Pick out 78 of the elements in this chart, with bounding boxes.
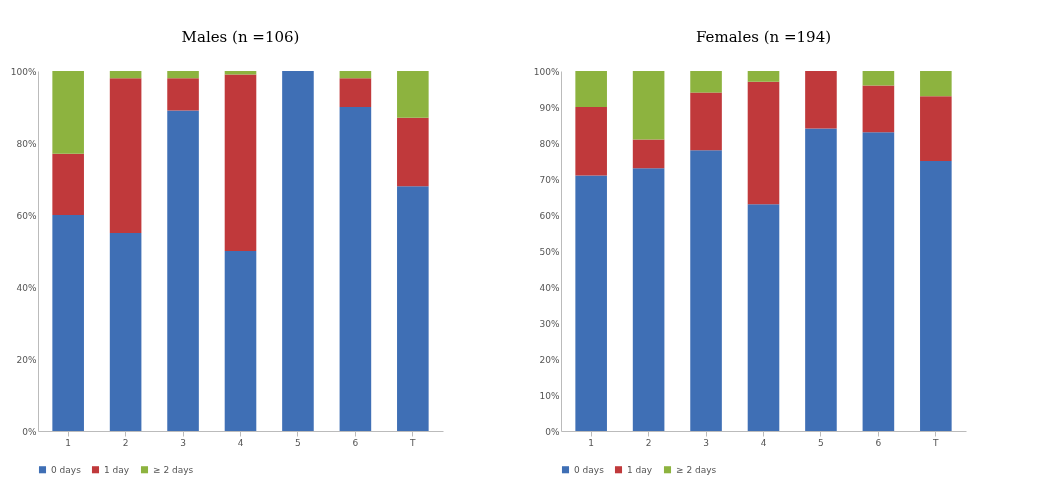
x-tick-label: 6 [352, 437, 359, 448]
x-tick-label: T [409, 437, 417, 448]
bar [747, 204, 780, 431]
bar [109, 78, 142, 233]
y-tick-label: 80% [539, 138, 560, 149]
x-tick-label: 4 [760, 437, 767, 448]
legend-label: ≥ 2 days [676, 464, 717, 475]
bar [224, 74, 257, 251]
bar [805, 71, 837, 129]
bar [109, 233, 142, 431]
bar [862, 71, 895, 86]
bar [339, 78, 372, 107]
bar [397, 186, 429, 431]
x-tick-label: 3 [180, 437, 186, 448]
x-tick-label: 4 [237, 437, 244, 448]
bar [632, 168, 665, 431]
bar [224, 71, 257, 75]
x-tick-label: 2 [645, 437, 652, 448]
bar [690, 150, 722, 431]
bar [920, 71, 952, 97]
bar [690, 71, 722, 93]
legend-label: 1 day [104, 464, 130, 475]
x-tick-label: 2 [122, 437, 129, 448]
bar [167, 71, 199, 79]
bar [632, 71, 665, 140]
legend-label: ≥ 2 days [153, 464, 194, 475]
bar [862, 132, 895, 431]
bar [339, 71, 372, 79]
bar [920, 161, 952, 431]
y-tick-label: 60% [539, 210, 560, 221]
legend-label: 0 days [574, 464, 605, 475]
y-tick-label: 100% [10, 66, 37, 77]
bar [167, 78, 199, 111]
legend-label: 1 day [627, 464, 653, 475]
bar [339, 107, 372, 431]
bar [397, 117, 429, 187]
y-tick-label: 10% [539, 390, 560, 401]
y-tick-label: 0% [22, 426, 37, 437]
y-tick-label: 100% [533, 66, 560, 77]
bar [52, 71, 84, 154]
bar [920, 96, 952, 161]
y-tick-label: 40% [16, 282, 37, 293]
bar [805, 128, 837, 431]
bar [747, 81, 780, 205]
chart-title: Males (n =106) [181, 28, 300, 46]
bar [52, 153, 84, 215]
y-tick-label: 20% [16, 354, 37, 365]
bar [575, 175, 607, 431]
bar [575, 71, 607, 107]
bar [862, 85, 895, 133]
x-tick-label: T [932, 437, 940, 448]
x-tick-label: 6 [875, 437, 882, 448]
bar [282, 71, 314, 431]
bar [224, 251, 257, 431]
y-tick-label: 0% [545, 426, 560, 437]
bar [109, 71, 142, 79]
bar [52, 215, 84, 431]
y-tick-label: 30% [539, 318, 560, 329]
bar [690, 92, 722, 151]
x-tick-label: 1 [65, 437, 72, 448]
y-tick-label: 60% [16, 210, 37, 221]
y-tick-label: 70% [539, 174, 560, 185]
x-tick-label: 3 [703, 437, 709, 448]
chart-title: Females (n =194) [695, 28, 832, 46]
bar [397, 71, 429, 118]
x-tick-label: 5 [818, 437, 824, 448]
legend-label: 0 days [51, 464, 82, 475]
y-tick-label: 50% [539, 246, 560, 257]
y-tick-label: 40% [539, 282, 560, 293]
bar [747, 71, 780, 82]
x-tick-label: 5 [295, 437, 301, 448]
y-tick-label: 20% [539, 354, 560, 365]
x-tick-label: 1 [588, 437, 595, 448]
y-tick-label: 80% [16, 138, 37, 149]
bar [575, 107, 607, 176]
y-tick-label: 90% [539, 102, 560, 113]
bar [167, 110, 199, 431]
bar [632, 139, 665, 169]
